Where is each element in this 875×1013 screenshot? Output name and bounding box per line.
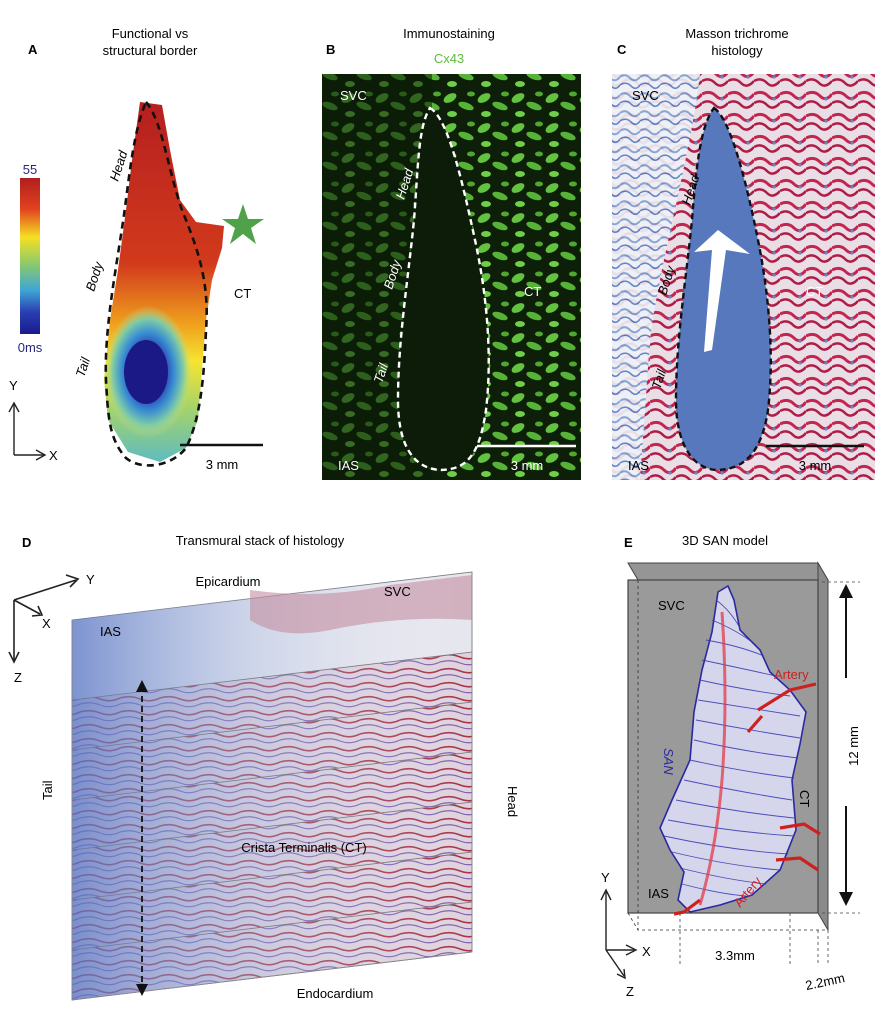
panel-a-title-line1: Functional vs	[112, 26, 189, 41]
axes-icon-a	[8, 401, 47, 461]
axes-icon-d	[8, 574, 80, 664]
axis-d-x: X	[42, 616, 51, 631]
axis-d-z: Z	[14, 670, 22, 685]
color-scale-bar	[20, 178, 40, 334]
san-border-c	[674, 106, 772, 472]
dim-height-label: 12 mm	[846, 726, 861, 766]
panel-c-letter: C	[617, 42, 627, 57]
panel-a-title-line2: structural border	[103, 43, 198, 58]
label-c-ias: IAS	[628, 458, 649, 473]
label-c-ct: CT	[806, 284, 823, 299]
panel-b: B Immunostaining Cx43 SVC Head Body Tail…	[322, 26, 581, 480]
axis-a-y: Y	[9, 378, 18, 393]
label-c-svc: SVC	[632, 88, 659, 103]
panel-d-title: Transmural stack of histology	[176, 533, 345, 548]
panel-e: E 3D SAN model	[600, 533, 861, 999]
label-d-svc: SVC	[384, 584, 411, 599]
label-e-ct: CT	[797, 790, 812, 807]
panel-b-subtitle: Cx43	[434, 51, 464, 66]
label-e-svc: SVC	[658, 598, 685, 613]
label-d-head: Head	[505, 786, 520, 817]
label-e-san: SAN	[661, 748, 676, 775]
label-c-tail: Tail	[649, 366, 670, 390]
label-d-epicardium: Epicardium	[195, 574, 260, 589]
activation-map	[104, 102, 224, 462]
panel-c-title-line2: histology	[711, 43, 763, 58]
star-icon	[222, 204, 264, 244]
axes-icon-e	[600, 888, 638, 980]
structural-border	[104, 99, 208, 467]
axis-e-z: Z	[626, 984, 634, 999]
dim-depth-label: 2.2mm	[804, 970, 846, 993]
panel-c-title-line1: Masson trichrome	[685, 26, 788, 41]
axis-e-y: Y	[601, 870, 610, 885]
panel-e-title: 3D SAN model	[682, 533, 768, 548]
scale-label-a: 3 mm	[206, 457, 239, 472]
panel-a-letter: A	[28, 42, 38, 57]
panel-a: A Functional vs structural border 55 0ms…	[8, 26, 264, 472]
color-scale-min: 0ms	[18, 340, 43, 355]
artery-trunk	[698, 611, 727, 906]
label-a-head: Head	[107, 148, 131, 183]
color-scale-max: 55	[23, 162, 37, 177]
panel-d-letter: D	[22, 535, 31, 550]
artery-lumen	[694, 230, 750, 352]
label-a-body: Body	[83, 259, 107, 293]
slice-stack	[71, 571, 473, 1001]
scale-label-b: 3 mm	[511, 458, 544, 473]
label-d-ias: IAS	[100, 624, 121, 639]
label-e-ias: IAS	[648, 886, 669, 901]
panel-c: C Masson trichrome histology SVC Head Bo…	[612, 26, 875, 480]
label-b-tail: Tail	[371, 360, 392, 384]
label-b-ct: CT	[524, 284, 541, 299]
label-d-endocardium: Endocardium	[297, 986, 374, 1001]
scale-label-c: 3 mm	[799, 458, 832, 473]
axis-a-x: X	[49, 448, 58, 463]
label-e-artery-top: Artery	[774, 667, 809, 682]
panel-b-title: Immunostaining	[403, 26, 495, 41]
height-dimension	[822, 581, 860, 914]
axis-e-x: X	[642, 944, 651, 959]
panel-d: D Transmural stack of histology Epicardi…	[8, 533, 520, 1001]
axis-d-y: Y	[86, 572, 95, 587]
width-dimension	[679, 913, 829, 966]
label-b-ias: IAS	[338, 458, 359, 473]
san-model	[659, 584, 821, 916]
label-a-ct: CT	[234, 286, 251, 301]
label-d-ct: Crista Terminalis (CT)	[241, 840, 366, 855]
panel-b-letter: B	[326, 42, 335, 57]
artery-branch-bottom	[673, 898, 701, 916]
san-border-b	[396, 106, 490, 472]
label-b-svc: SVC	[340, 88, 367, 103]
panel-e-letter: E	[624, 535, 633, 550]
label-a-tail: Tail	[73, 354, 94, 378]
dim-width-label: 3.3mm	[715, 948, 755, 963]
label-d-tail: Tail	[40, 780, 55, 800]
artery-branch-top	[757, 682, 817, 712]
